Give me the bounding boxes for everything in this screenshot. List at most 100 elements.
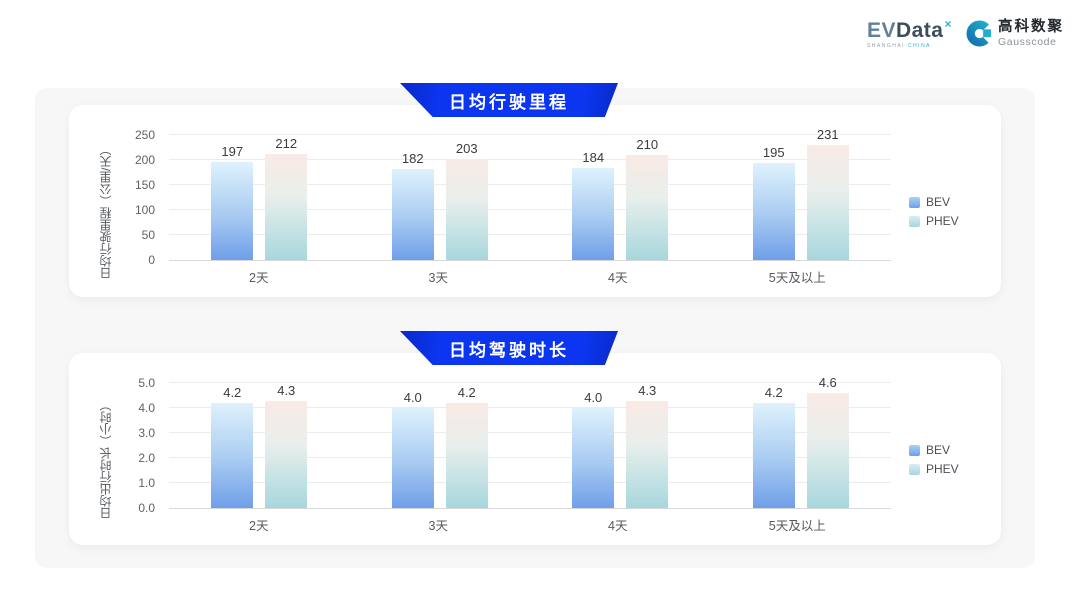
x-category-label: 4天	[608, 519, 628, 533]
y-tick-label: 150	[134, 178, 155, 192]
legend-swatch-bev	[909, 444, 920, 456]
bar-phev-2天[interactable]: 212	[265, 136, 308, 260]
x-category-label: 3天	[428, 519, 448, 533]
plot-area: 0.0 1.0 2.0 3.0 4.0 5.0 4.2 4.3 4.0 4.2 4.0 4.3 4.2 4…	[138, 375, 892, 515]
y-axis-title: 日均出行时长（小时）	[99, 399, 113, 520]
bar-phev-5天及以上[interactable]: 4.6	[806, 375, 849, 508]
bar-groups: 197 212 182 203 184 210 195 231	[169, 127, 891, 260]
gridline	[169, 184, 891, 185]
y-axis-title: 日均行驶里程（公里/天）	[99, 143, 113, 280]
x-category-label: 5天及以上	[768, 271, 826, 285]
chart-section-daily-mileage: 日均行驶里程 日均行驶里程（公里/天） 0 50 100 150 200 250 197 21…	[69, 83, 1001, 297]
gausscode-wordmark: 高科数聚 Gausscode	[998, 20, 1064, 47]
evdata-wordmark: EVData×	[867, 18, 952, 41]
bar-group-4天: 4.0 4.3	[530, 383, 711, 508]
bar-bev-4天[interactable]: 4.0	[572, 390, 615, 508]
x-axis-categories: 2天 3天 4天 5天及以上	[169, 267, 891, 286]
bar-value-label: 4.3	[277, 382, 296, 398]
bar-value-label: 203	[455, 140, 478, 156]
evdata-data-text: Data	[895, 19, 944, 42]
evdata-ev-text: EV	[866, 19, 896, 42]
x-category-label: 2天	[249, 271, 269, 285]
bar-bev-2天[interactable]: 4.2	[211, 385, 254, 508]
legend-item-bev[interactable]: BEV	[909, 195, 995, 209]
x-category-label: 5天及以上	[768, 519, 826, 533]
gridline	[169, 482, 891, 483]
bar-value-label: 4.0	[403, 390, 422, 405]
bar-group-5天及以上: 4.2 4.6	[711, 375, 892, 508]
legend-label: BEV	[926, 443, 951, 457]
y-tick-label: 0	[148, 253, 155, 267]
bar-value-label: 195	[762, 144, 785, 160]
legend-item-phev[interactable]: PHEV	[909, 462, 995, 476]
gridline	[169, 432, 891, 433]
chart-title: 日均行驶里程	[449, 92, 569, 112]
gausscode-logo: 高科数聚 Gausscode	[966, 20, 1064, 47]
x-category-label: 2天	[249, 519, 269, 533]
y-tick-label: 1.0	[138, 476, 155, 490]
x-category-label: 3天	[428, 271, 448, 285]
bar-phev-3天[interactable]: 203	[445, 141, 488, 260]
bar-phev-4天[interactable]: 4.3	[626, 383, 669, 508]
chart-title-banner: 日均行驶里程	[400, 83, 618, 117]
gridline	[169, 382, 891, 383]
y-tick-label: 5.0	[138, 376, 155, 390]
bar-value-label: 184	[582, 150, 605, 165]
chart-title-banner: 日均驾驶时长	[400, 331, 618, 365]
bar-group-2天: 197 212	[169, 135, 350, 260]
x-category-label: 4天	[608, 271, 628, 285]
y-tick-label: 4.0	[138, 401, 155, 415]
plot-column: 0 50 100 150 200 250 197 212 182 203 184 210 195 231 …	[113, 127, 895, 288]
gridline	[169, 234, 891, 235]
bar-phev-2天[interactable]: 4.3	[265, 383, 308, 508]
y-tick-label: 250	[134, 128, 155, 142]
chart-card-daily-driving-hours: 日均出行时长（小时） 0.0 1.0 2.0 3.0 4.0 5.0 4.2 4.3 4.0 4.…	[69, 353, 1001, 545]
gausscode-g-icon	[966, 20, 993, 47]
bar-phev-3天[interactable]: 4.2	[445, 385, 488, 508]
chart-title: 日均驾驶时长	[449, 340, 569, 360]
bar-bev-5天及以上[interactable]: 195	[752, 145, 795, 260]
gridline	[169, 407, 891, 408]
y-tick-label: 50	[141, 228, 155, 242]
bar-bev-3天[interactable]: 182	[391, 151, 434, 260]
gridline	[169, 134, 891, 135]
y-tick-label: 200	[134, 153, 155, 167]
evdata-tagline: SHANGHAI CHINA	[867, 44, 952, 49]
legend-label: PHEV	[926, 214, 959, 228]
plot-area: 0 50 100 150 200 250 197 212 182 203 184 210 195 231	[135, 127, 891, 267]
bar-value-label: 4.3	[638, 382, 657, 398]
chart-section-daily-driving-hours: 日均驾驶时长 日均出行时长（小时） 0.0 1.0 2.0 3.0 4.0 5.0 4.2 4…	[69, 331, 1001, 545]
y-tick-label: 3.0	[138, 426, 155, 440]
gridline	[169, 159, 891, 160]
bar-group-2天: 4.2 4.3	[169, 383, 350, 508]
bar-phev-5天及以上[interactable]: 231	[806, 127, 849, 260]
bar-value-label: 4.6	[818, 375, 837, 390]
chart-legend: BEV PHEV	[895, 135, 995, 288]
bar-value-label: 182	[401, 151, 424, 166]
evdata-x-superscript: ×	[944, 17, 952, 31]
legend-item-bev[interactable]: BEV	[909, 443, 995, 457]
legend-label: BEV	[926, 195, 951, 209]
bar-value-label: 4.2	[223, 385, 242, 400]
y-tick-label: 100	[134, 203, 155, 217]
bar-value-label: 231	[816, 126, 839, 142]
evdata-logo: EVData× SHANGHAI CHINA	[867, 18, 952, 49]
bar-value-label: 4.0	[584, 390, 603, 405]
bar-value-label: 4.2	[457, 385, 476, 400]
bar-bev-3天[interactable]: 4.0	[391, 390, 434, 508]
evdata-tagline-china: CHINA	[907, 43, 932, 49]
bar-bev-4天[interactable]: 184	[572, 150, 615, 260]
bar-groups: 4.2 4.3 4.0 4.2 4.0 4.3 4.2 4.6	[169, 375, 892, 508]
x-axis-categories: 2天 3天 4天 5天及以上	[169, 515, 891, 534]
evdata-tagline-shanghai: SHANGHAI	[866, 43, 906, 49]
gausscode-english-name: Gausscode	[998, 35, 1057, 48]
bar-value-label: 212	[275, 136, 298, 151]
bar-bev-5天及以上[interactable]: 4.2	[752, 385, 795, 508]
bar-phev-4天[interactable]: 210	[626, 137, 669, 260]
chart-legend: BEV PHEV	[895, 383, 995, 536]
plot-column: 0.0 1.0 2.0 3.0 4.0 5.0 4.2 4.3 4.0 4.2 4.0 4.3 4.2 4…	[113, 375, 895, 536]
gridline	[169, 209, 891, 210]
y-tick-label: 0.0	[138, 501, 155, 515]
bar-bev-2天[interactable]: 197	[211, 144, 254, 260]
legend-item-phev[interactable]: PHEV	[909, 214, 995, 228]
